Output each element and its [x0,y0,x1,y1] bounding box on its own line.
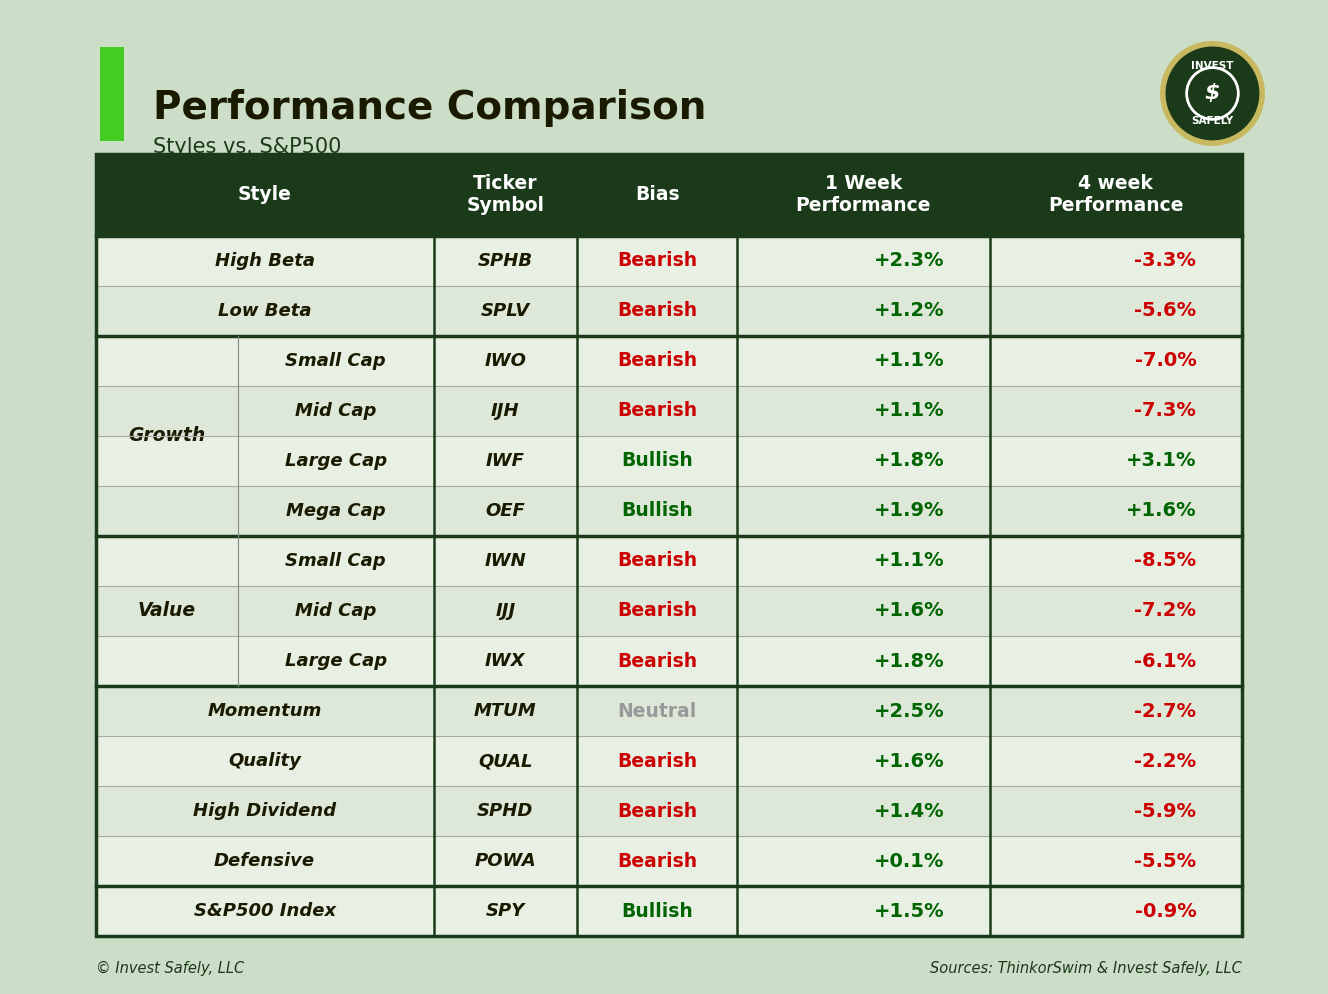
Text: Bearish: Bearish [618,852,697,871]
Text: Growth: Growth [127,426,206,445]
Text: SPLV: SPLV [481,301,530,320]
Text: Neutral: Neutral [618,702,697,721]
Text: +1.1%: +1.1% [874,351,944,370]
Text: SAFELY: SAFELY [1191,116,1234,126]
Text: IWF: IWF [486,452,525,470]
Text: OEF: OEF [486,502,525,520]
Text: Bearish: Bearish [618,402,697,420]
Text: Quality: Quality [228,752,301,770]
Text: Ticker
Symbol: Ticker Symbol [466,174,544,216]
Text: +2.3%: +2.3% [874,251,944,270]
Text: Bearish: Bearish [618,301,697,320]
Text: +3.1%: +3.1% [1126,451,1197,470]
Text: S&P500 Index: S&P500 Index [194,903,336,920]
Text: +1.2%: +1.2% [874,301,944,320]
Text: -2.7%: -2.7% [1134,702,1197,721]
Text: -5.9%: -5.9% [1134,802,1197,821]
Text: Style: Style [238,185,292,205]
Text: Bullish: Bullish [622,451,693,470]
Text: -6.1%: -6.1% [1134,651,1197,671]
Text: -5.5%: -5.5% [1134,852,1197,871]
Text: +0.1%: +0.1% [874,852,944,871]
Text: Sources: ThinkorSwim & Invest Safely, LLC: Sources: ThinkorSwim & Invest Safely, LL… [930,961,1242,976]
Text: SPHB: SPHB [478,251,533,269]
Text: -7.2%: -7.2% [1134,601,1197,620]
Text: Large Cap: Large Cap [284,452,386,470]
Text: Bearish: Bearish [618,651,697,671]
Text: Mega Cap: Mega Cap [286,502,385,520]
Text: -5.6%: -5.6% [1134,301,1197,320]
Text: SPY: SPY [486,903,525,920]
Text: 1 Week
Performance: 1 Week Performance [795,174,931,216]
Text: Bearish: Bearish [618,351,697,370]
Text: Small Cap: Small Cap [286,352,386,370]
Circle shape [1187,68,1238,119]
Text: Momentum: Momentum [207,702,321,720]
Text: IWN: IWN [485,552,526,570]
Text: IWX: IWX [485,652,526,670]
Text: Bearish: Bearish [618,601,697,620]
Text: Performance Comparison: Performance Comparison [153,89,706,127]
Text: Small Cap: Small Cap [286,552,386,570]
Text: Low Beta: Low Beta [218,301,311,320]
Text: Bias: Bias [635,185,680,205]
Text: Bearish: Bearish [618,802,697,821]
Text: Large Cap: Large Cap [284,652,386,670]
Text: POWA: POWA [474,852,537,871]
Text: -7.0%: -7.0% [1134,351,1197,370]
Text: +1.6%: +1.6% [874,751,944,770]
Text: High Dividend: High Dividend [193,802,336,820]
Text: +1.6%: +1.6% [874,601,944,620]
Text: Defensive: Defensive [214,852,315,871]
Text: INVEST: INVEST [1191,61,1234,71]
Text: Styles vs. S&P500: Styles vs. S&P500 [153,137,341,157]
Text: Value: Value [138,601,195,620]
Text: +1.4%: +1.4% [874,802,944,821]
Text: +1.1%: +1.1% [874,402,944,420]
Text: Bullish: Bullish [622,501,693,521]
Text: IJH: IJH [491,402,519,419]
Text: -0.9%: -0.9% [1134,902,1197,920]
Text: $: $ [1204,83,1220,103]
Text: Bearish: Bearish [618,751,697,770]
Text: Mid Cap: Mid Cap [295,402,376,419]
Text: Mid Cap: Mid Cap [295,602,376,620]
Text: MTUM: MTUM [474,702,537,720]
Text: +2.5%: +2.5% [874,702,944,721]
Text: -2.2%: -2.2% [1134,751,1197,770]
Text: +1.8%: +1.8% [874,451,944,470]
Text: +1.5%: +1.5% [874,902,944,920]
Text: QUAL: QUAL [478,752,533,770]
Text: +1.9%: +1.9% [874,501,944,521]
Text: +1.6%: +1.6% [1126,501,1197,521]
Text: SPHD: SPHD [477,802,534,820]
Text: Bearish: Bearish [618,552,697,571]
Text: Bullish: Bullish [622,902,693,920]
Text: -3.3%: -3.3% [1134,251,1197,270]
Text: Bearish: Bearish [618,251,697,270]
Text: 4 week
Performance: 4 week Performance [1048,174,1183,216]
Text: IWO: IWO [485,352,526,370]
Text: © Invest Safely, LLC: © Invest Safely, LLC [96,961,244,976]
Text: +1.8%: +1.8% [874,651,944,671]
Ellipse shape [1163,44,1262,143]
Text: +1.1%: +1.1% [874,552,944,571]
Text: -8.5%: -8.5% [1134,552,1197,571]
Text: -7.3%: -7.3% [1134,402,1197,420]
Text: IJJ: IJJ [495,602,515,620]
Text: High Beta: High Beta [215,251,315,269]
